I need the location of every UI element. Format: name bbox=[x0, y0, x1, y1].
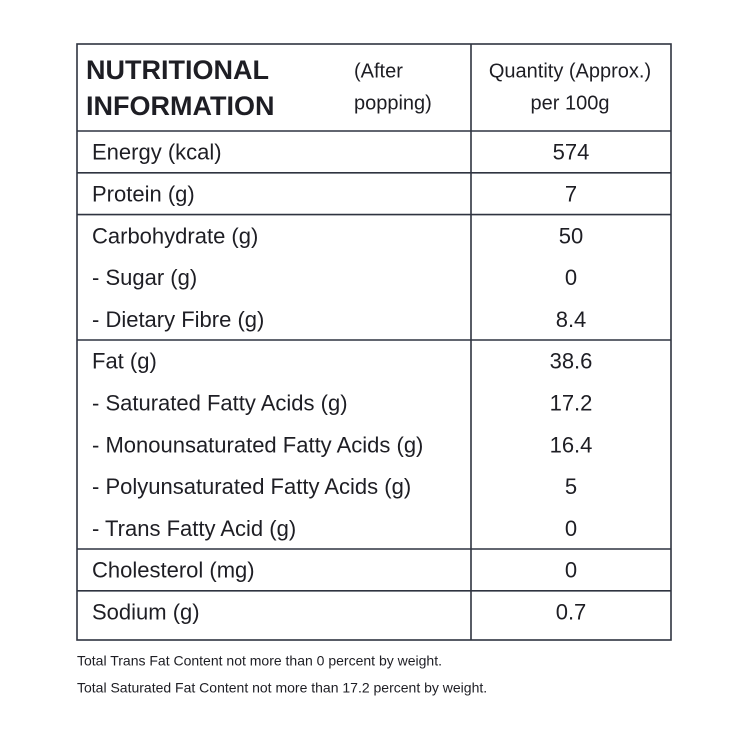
nutrient-value: 0 bbox=[565, 516, 577, 541]
nutrient-label: - Saturated Fatty Acids (g) bbox=[92, 391, 348, 416]
nutrient-value: 5 bbox=[565, 474, 577, 499]
nutrient-label: Cholesterol (mg) bbox=[92, 558, 255, 583]
nutrient-value: 0.7 bbox=[556, 600, 587, 625]
nutrient-value: 7 bbox=[565, 182, 577, 207]
nutrient-label: Protein (g) bbox=[92, 182, 195, 207]
nutrient-value: 8.4 bbox=[556, 307, 587, 332]
nutrient-label: Sodium (g) bbox=[92, 600, 200, 625]
footnote: Total Saturated Fat Content not more tha… bbox=[77, 680, 487, 696]
nutrient-label: Energy (kcal) bbox=[92, 140, 222, 165]
nutrient-label: - Monounsaturated Fatty Acids (g) bbox=[92, 432, 423, 457]
nutrient-value: 50 bbox=[559, 223, 583, 248]
header-note: popping) bbox=[354, 92, 432, 114]
nutrient-value: 0 bbox=[565, 558, 577, 583]
header-note: (After bbox=[354, 60, 403, 82]
nutrient-label: - Polyunsaturated Fatty Acids (g) bbox=[92, 474, 411, 499]
nutrient-value: 574 bbox=[553, 140, 590, 165]
header-title: NUTRITIONAL bbox=[86, 55, 269, 85]
nutrient-value: 17.2 bbox=[550, 391, 593, 416]
nutrient-label: - Sugar (g) bbox=[92, 265, 197, 290]
nutrient-label: - Dietary Fibre (g) bbox=[92, 307, 264, 332]
table-border bbox=[76, 43, 672, 641]
nutrient-value: 16.4 bbox=[550, 432, 593, 457]
nutrient-label: - Trans Fatty Acid (g) bbox=[92, 516, 296, 541]
header-quantity: Quantity (Approx.) bbox=[489, 60, 651, 82]
header-title: INFORMATION bbox=[86, 91, 274, 121]
nutrient-value: 38.6 bbox=[550, 349, 593, 374]
nutrient-label: Fat (g) bbox=[92, 349, 157, 374]
footnote: Total Trans Fat Content not more than 0 … bbox=[77, 653, 442, 669]
nutrient-value: 0 bbox=[565, 265, 577, 290]
nutrient-label: Carbohydrate (g) bbox=[92, 223, 258, 248]
header-quantity: per 100g bbox=[531, 92, 610, 114]
